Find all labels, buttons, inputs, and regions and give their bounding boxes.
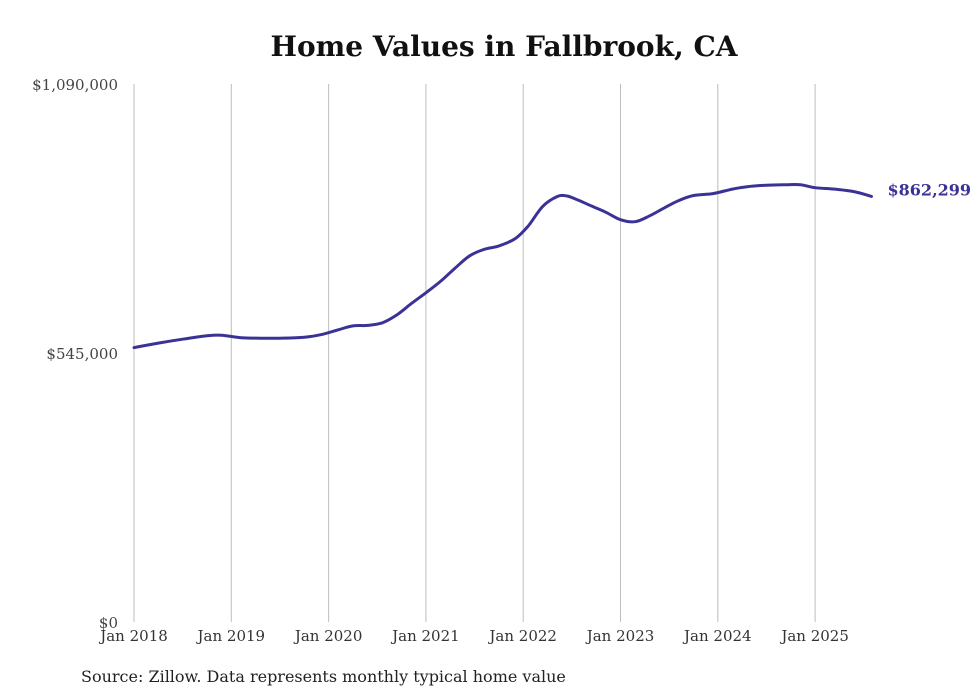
x-tick-label: Jan 2023 (585, 627, 655, 645)
x-tick-label: Jan 2022 (487, 627, 557, 645)
y-tick-label: $1,090,000 (32, 76, 118, 94)
x-tick-label: Jan 2021 (390, 627, 460, 645)
series-line-0 (132, 182, 873, 350)
x-tick-label: Jan 2025 (779, 627, 849, 645)
x-tick-label: Jan 2024 (682, 627, 752, 645)
series-layer (132, 182, 873, 350)
x-tick-label: Jan 2019 (196, 627, 266, 645)
y-tick-label: $545,000 (46, 345, 118, 363)
x-tick-label: Jan 2020 (293, 627, 363, 645)
y-axis-ticks: $0 $545,000 $1,090,000 (32, 76, 118, 632)
end-value-label: $862,299 (888, 180, 972, 199)
y-tick-label: $0 (99, 614, 118, 632)
x-axis-ticks: Jan 2018 Jan 2019 Jan 2020 Jan 2021 Jan 2022… (98, 627, 849, 645)
x-tick-label: Jan 2018 (98, 627, 168, 645)
chart-title: Home Values in Fallbrook, CA (270, 30, 738, 63)
source-note: Source: Zillow. Data represents monthly … (81, 667, 566, 686)
grid-layer (133, 84, 816, 622)
